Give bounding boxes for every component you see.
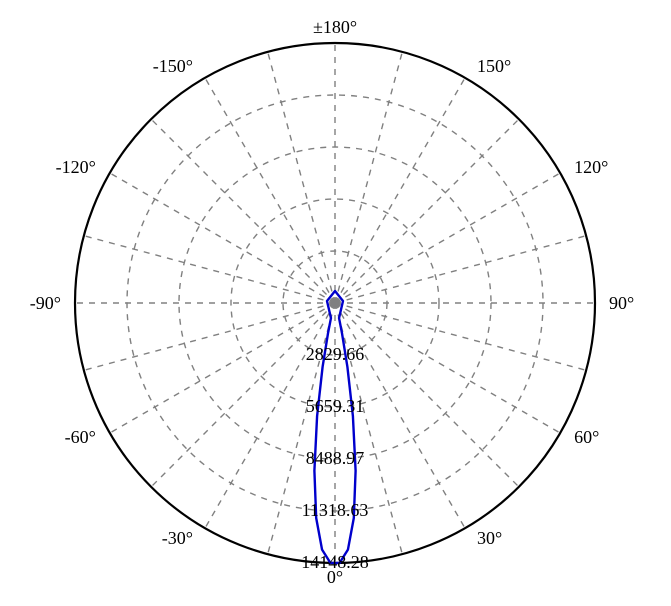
radial-label: 8488.97: [306, 448, 365, 468]
angle-label: -90°: [30, 293, 61, 313]
angle-label: -30°: [162, 528, 193, 548]
radial-label: 11318.63: [302, 500, 369, 520]
radial-label: 2829.66: [306, 344, 365, 364]
angle-label: -60°: [65, 427, 96, 447]
radial-label: 5659.31: [306, 396, 365, 416]
polar-chart: 2829.665659.318488.9711318.6314148.280°3…: [0, 0, 671, 606]
angle-label: 0°: [327, 567, 343, 587]
angle-label: 120°: [574, 157, 608, 177]
angle-label: 30°: [477, 528, 502, 548]
angle-label: -150°: [153, 56, 193, 76]
angle-label: 60°: [574, 427, 599, 447]
angle-label: -120°: [56, 157, 96, 177]
center-hub: [331, 299, 339, 307]
angle-label: 90°: [609, 293, 634, 313]
angle-label: 150°: [477, 56, 511, 76]
angle-label: ±180°: [313, 17, 357, 37]
